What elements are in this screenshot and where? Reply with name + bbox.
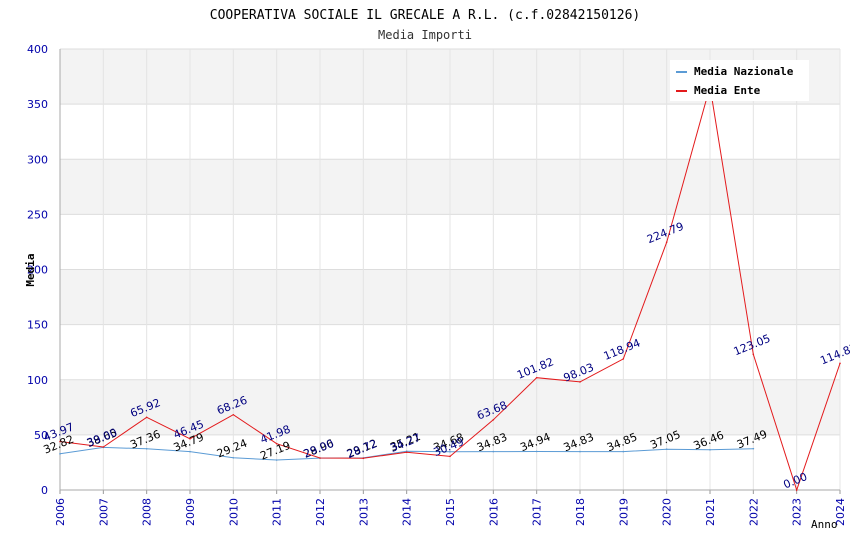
y-tick-label: 250 — [27, 208, 48, 221]
x-tick-label: 2015 — [444, 498, 457, 526]
data-point-media-ente — [449, 455, 451, 458]
legend-label-media-nazionale: Media Nazionale — [694, 65, 794, 78]
data-point-media-ente — [319, 457, 321, 459]
data-point-media-ente — [189, 437, 191, 440]
y-tick-label: 150 — [27, 319, 48, 332]
data-point-media-ente — [59, 440, 61, 443]
x-tick-label: 2009 — [184, 498, 197, 526]
data-point-media-ente — [665, 241, 668, 243]
data-point-media-nazionale — [232, 456, 235, 459]
chart-subtitle: Media Importi — [378, 28, 472, 42]
data-point-media-nazionale — [449, 450, 451, 453]
data-point-media-ente — [795, 489, 798, 491]
x-tick-label: 2021 — [704, 498, 717, 526]
y-tick-label: 300 — [27, 153, 48, 166]
legend: Media Nazionale Media Ente — [670, 60, 809, 101]
data-point-media-ente — [752, 353, 755, 356]
x-tick-label: 2020 — [661, 498, 674, 526]
data-point-media-ente — [535, 376, 538, 379]
data-point-media-ente — [579, 381, 581, 383]
x-tick-label: 2010 — [227, 498, 240, 526]
y-tick-label: 0 — [41, 484, 48, 497]
data-point-media-nazionale — [709, 449, 711, 451]
x-axis-label: Anno — [811, 518, 838, 531]
x-tick-labels: 2006 2007 2008 2009 2010 2011 2012 2013 2014 2015… — [54, 498, 847, 526]
x-tick-label: 2022 — [747, 498, 760, 526]
x-tick-label: 2023 — [791, 498, 804, 526]
y-tick-label: 400 — [27, 43, 48, 56]
data-point-media-nazionale — [752, 447, 755, 450]
x-tick-label: 2017 — [531, 498, 544, 526]
x-tick-label: 2024 — [834, 498, 847, 526]
x-tick-label: 2014 — [401, 498, 414, 526]
data-point-media-nazionale — [275, 459, 278, 461]
data-point-media-ente — [102, 446, 105, 448]
x-tick-label: 2013 — [357, 498, 370, 526]
data-point-media-nazionale — [622, 450, 625, 453]
chart-title: COOPERATIVA SOCIALE IL GRECALE A R.L. (c… — [210, 8, 640, 23]
y-tick-label: 350 — [27, 98, 48, 111]
x-tick-label: 2006 — [54, 498, 67, 526]
data-point-media-ente — [232, 413, 235, 416]
y-tick-label: 200 — [27, 264, 48, 277]
x-tick-label: 2016 — [487, 498, 500, 526]
data-point-media-nazionale — [535, 450, 538, 453]
x-tick-label: 2011 — [271, 498, 284, 526]
data-point-media-ente — [839, 362, 841, 365]
x-tick-label: 2008 — [141, 498, 154, 526]
y-tick-label: 50 — [34, 429, 48, 442]
data-point-media-ente — [145, 416, 148, 419]
axes — [59, 49, 841, 494]
data-point-media-ente — [405, 451, 408, 454]
y-tick-labels: 0 50 100 150 200 250 300 350 400 — [27, 43, 48, 497]
data-point-media-ente — [362, 457, 365, 460]
data-point-media-nazionale — [145, 448, 148, 450]
x-tick-label: 2018 — [574, 498, 587, 526]
data-point-media-ente — [275, 442, 278, 445]
x-tick-label: 2012 — [314, 498, 327, 526]
y-tick-label: 100 — [27, 374, 48, 387]
x-tick-label: 2019 — [617, 498, 630, 526]
data-point-media-nazionale — [579, 450, 581, 453]
legend-label-media-ente: Media Ente — [694, 84, 761, 97]
data-point-media-ente — [622, 358, 625, 360]
data-point-media-nazionale — [189, 450, 191, 453]
legend-box — [670, 60, 809, 101]
y-axis-label: Media — [24, 253, 37, 286]
data-point-media-nazionale — [665, 448, 668, 450]
data-point-media-nazionale — [59, 453, 61, 455]
x-tick-label: 2007 — [97, 498, 110, 526]
data-point-media-nazionale — [492, 450, 495, 453]
data-point-media-ente — [492, 418, 495, 421]
